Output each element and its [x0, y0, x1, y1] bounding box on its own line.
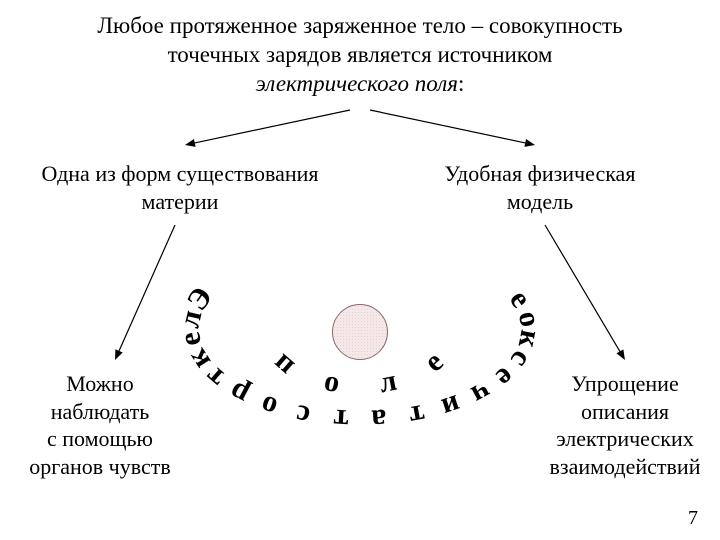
arc-letter: о [256, 388, 281, 425]
arc-letter: а [371, 402, 388, 437]
line-1: модель [507, 189, 573, 214]
line-0: Упрощение [571, 371, 678, 396]
arc-letter: е [418, 344, 450, 378]
arc-letter: о [321, 364, 342, 400]
line-2: с помощью [47, 426, 153, 451]
line-1: материи [142, 189, 219, 214]
arc-letter: е [173, 329, 209, 349]
line-0: Одна из форм существования [41, 161, 318, 186]
arc-letter: л [377, 364, 400, 401]
line-0: Можно [66, 371, 133, 396]
line-0: Удобная физическая [445, 161, 636, 186]
box-left-upper: Одна из форм существования материи [15, 160, 345, 215]
center-circle [332, 304, 388, 360]
header-line3: электрического поля: [256, 71, 465, 96]
arc-letter: п [269, 343, 304, 380]
line-1: наблюдать [51, 399, 150, 424]
arc-letter: е [488, 360, 520, 395]
box-right-lower: Упрощение описанияэлектрических взаимодейс… [530, 370, 720, 480]
arc-letter: е [502, 284, 538, 314]
arc-letter: о [510, 308, 547, 330]
line-3: органов чувств [29, 454, 171, 479]
header-line2: точечных зарядов является источником [168, 42, 553, 67]
header-line1: Любое протяженное заряженное тело – сово… [97, 13, 622, 38]
line-3: взаимодействий [550, 454, 701, 479]
line-1: описания [581, 399, 669, 424]
box-right-upper: Удобная физическая модель [400, 160, 680, 215]
arc-letter: т [406, 397, 427, 433]
arc-letter: Э [180, 281, 220, 317]
arc-letter: к [511, 327, 548, 350]
arc-letter: т [332, 402, 349, 437]
arc-letter: и [437, 387, 464, 425]
header-text: Любое протяженное заряженное тело – сово… [35, 12, 685, 98]
arc-letter: ч [465, 374, 496, 412]
arc-letter: р [224, 374, 255, 412]
line-2: электрических [556, 426, 693, 451]
arc-letter: л [173, 307, 210, 331]
arc-letter: с [294, 397, 313, 433]
arc-letter: т [199, 360, 232, 395]
box-left-lower: Можно наблюдатьс помощью органов чувств [0, 370, 200, 480]
page-number: 7 [688, 507, 698, 530]
